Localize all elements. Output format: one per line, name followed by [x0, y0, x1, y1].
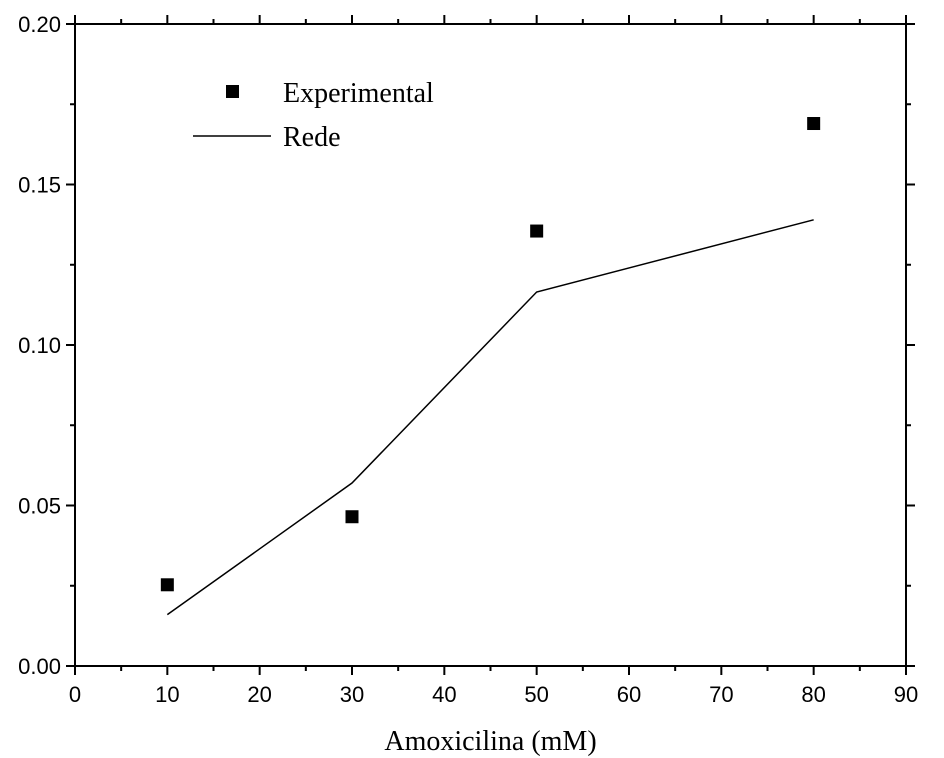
x-tick-label: 30 [340, 682, 364, 707]
plot-border [74, 23, 907, 667]
y-tick-label: 0.05 [18, 494, 61, 519]
data-point-experimental [160, 578, 174, 592]
y-axis-tick-labels: 0.00 0.05 0.10 0.15 0.20 [18, 12, 61, 679]
x-tick-label: 50 [524, 682, 548, 707]
series-layer [160, 117, 821, 616]
legend-marker-experimental [226, 85, 239, 98]
data-point-experimental [530, 224, 544, 238]
x-tick-label: 70 [709, 682, 733, 707]
x-tick-label: 40 [432, 682, 456, 707]
x-tick-label: 10 [155, 682, 179, 707]
x-tick-label: 80 [801, 682, 825, 707]
x-tick-label: 60 [617, 682, 641, 707]
y-tick-label: 0.00 [18, 654, 61, 679]
data-point-experimental [807, 117, 821, 131]
series-line-rede [166, 219, 814, 616]
x-tick-label: 0 [69, 682, 81, 707]
x-axis-tick-labels: 0 10 20 30 40 50 60 70 80 90 [69, 682, 918, 707]
x-tick-label: 20 [247, 682, 271, 707]
x-tick-label: 90 [894, 682, 918, 707]
legend-label-experimental: Experimental [283, 78, 434, 109]
y-tick-label: 0.10 [18, 333, 61, 358]
x-axis-title: Amoxicilina (mM) [384, 726, 596, 757]
y-tick-label: 0.20 [18, 12, 61, 37]
legend: Experimental Rede [193, 78, 434, 153]
axis-ticks [66, 15, 915, 675]
data-point-experimental [345, 510, 359, 524]
plot-area [74, 23, 907, 667]
y-tick-label: 0.15 [18, 173, 61, 198]
legend-label-rede: Rede [283, 122, 341, 153]
